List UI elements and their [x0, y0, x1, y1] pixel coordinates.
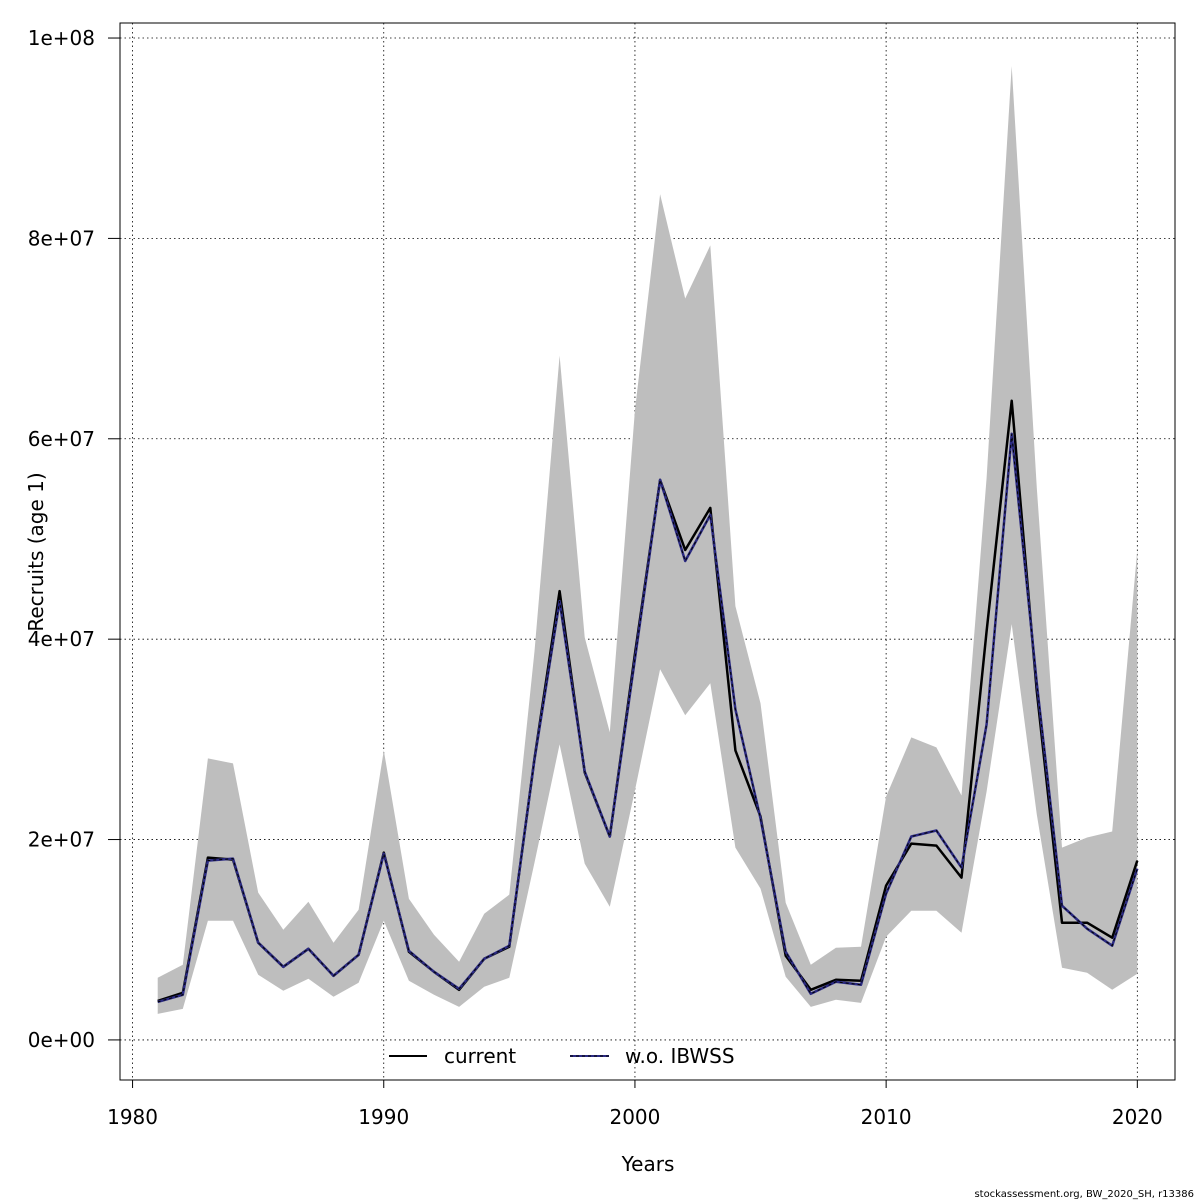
y-tick-label: 8e+07 [28, 226, 95, 250]
x-axis-title: Years [621, 1152, 675, 1176]
y-axis-title: Recruits (age 1) [24, 472, 48, 631]
credit-text: stockassessment.org, BW_2020_SH, r13386 [974, 1189, 1194, 1200]
legend: current w.o. IBWSS [389, 1044, 735, 1068]
y-tick-label: 2e+07 [28, 828, 95, 852]
confidence-band [157, 66, 1138, 1014]
y-tick-label: 0e+00 [28, 1028, 95, 1052]
legend-label-wo-ibwss: w.o. IBWSS [625, 1044, 735, 1068]
x-axis: 1980 1990 2000 2010 2020 [107, 1080, 1163, 1129]
y-tick-label: 4e+07 [28, 627, 95, 651]
x-tick-label: 1980 [107, 1105, 158, 1129]
x-tick-label: 2010 [861, 1105, 912, 1129]
legend-label-current: current [444, 1044, 516, 1068]
plot-frame [119, 22, 1176, 1081]
x-tick-label: 1990 [358, 1105, 409, 1129]
y-tick-label: 1e+08 [28, 26, 95, 50]
y-axis: 0e+00 2e+07 4e+07 6e+07 8e+07 1e+08 [28, 26, 120, 1052]
x-tick-label: 2000 [609, 1105, 660, 1129]
series-lines [157, 399, 1139, 1004]
y-tick-label: 6e+07 [28, 427, 95, 451]
x-tick-label: 2020 [1112, 1105, 1163, 1129]
series-line-wo-ibwss [157, 432, 1139, 1004]
